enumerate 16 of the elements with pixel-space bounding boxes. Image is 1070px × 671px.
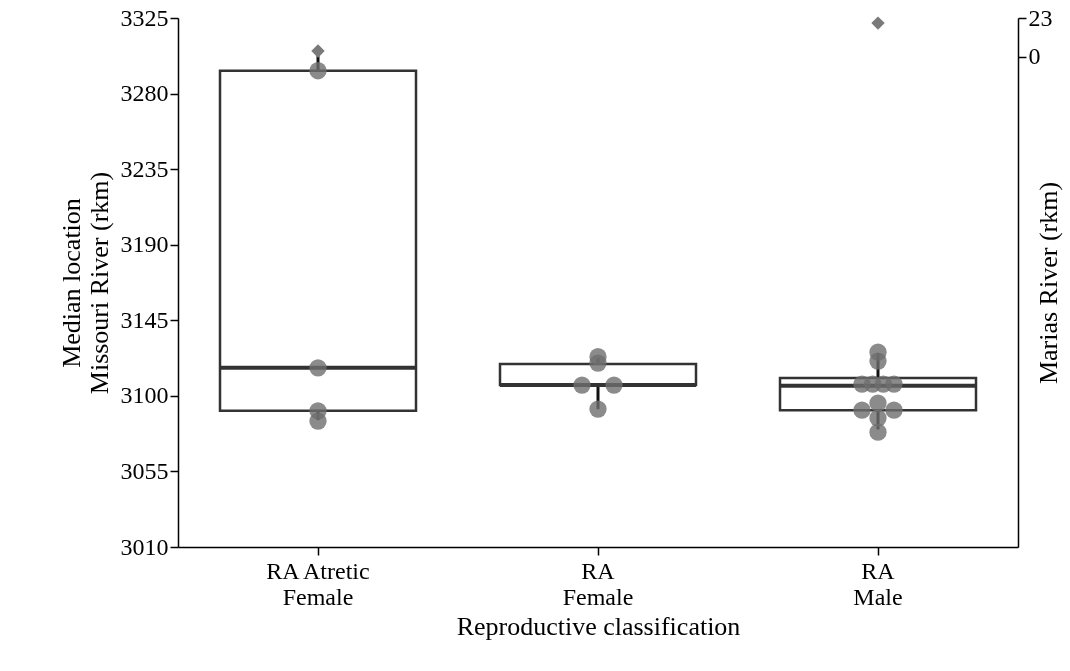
y-axis-title: Median location Missouri River (rkm) xyxy=(56,171,114,395)
y2-tick-label: 0 xyxy=(1028,43,1041,70)
y-tick-label: 3325 xyxy=(120,4,169,31)
y2-axis-title: Marias River (rkm) xyxy=(1033,181,1063,385)
x-tick-label: RA Male xyxy=(853,557,903,610)
y2-tick-label: 23 xyxy=(1028,4,1053,31)
y-tick-label: 3235 xyxy=(120,155,169,182)
y-tick-label: 3055 xyxy=(120,457,169,484)
x-tick-label: RA Atretic Female xyxy=(266,557,370,610)
y-tick-label: 3145 xyxy=(120,306,169,333)
y-tick-label: 3100 xyxy=(120,382,169,409)
x-tick-label: RA Female xyxy=(562,557,634,610)
y-tick-label: 3280 xyxy=(120,80,169,107)
x-axis-title: Reproductive classification xyxy=(456,611,741,641)
y-tick-label: 3010 xyxy=(120,533,169,560)
y-tick-label: 3190 xyxy=(120,231,169,258)
